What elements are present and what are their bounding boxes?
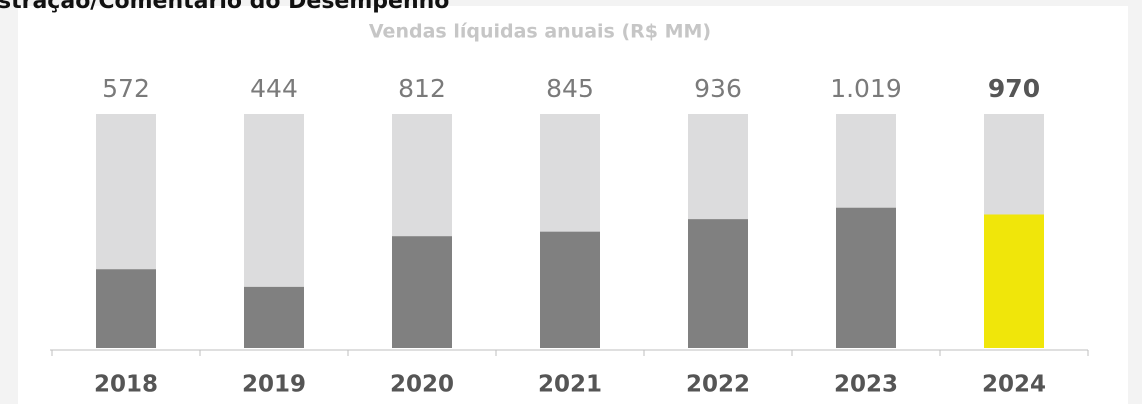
bar: [540, 231, 600, 348]
x-tick-label: 2020: [390, 372, 454, 398]
value-label: 936: [694, 74, 742, 103]
bar: [984, 214, 1044, 348]
value-label: 812: [398, 74, 446, 103]
bar: [96, 269, 156, 348]
x-tick-label: 2019: [242, 372, 306, 398]
value-label: 845: [546, 74, 594, 103]
bar: [688, 219, 748, 348]
value-label: 970: [988, 74, 1040, 103]
bar: [836, 207, 896, 348]
x-tick-label: 2022: [686, 372, 750, 398]
chart-title: Vendas líquidas anuais (R$ MM): [369, 21, 711, 43]
x-tick-label: 2021: [538, 372, 602, 398]
value-label: 444: [250, 74, 298, 103]
x-tick-label: 2018: [94, 372, 158, 398]
value-label: 1.019: [830, 74, 902, 103]
x-tick-label: 2024: [982, 372, 1046, 398]
x-tick-label: 2023: [834, 372, 898, 398]
value-label: 572: [102, 74, 150, 103]
bar: [244, 286, 304, 348]
bar: [392, 236, 452, 348]
header-title: stração/Comentário do Desempenho: [0, 0, 449, 14]
